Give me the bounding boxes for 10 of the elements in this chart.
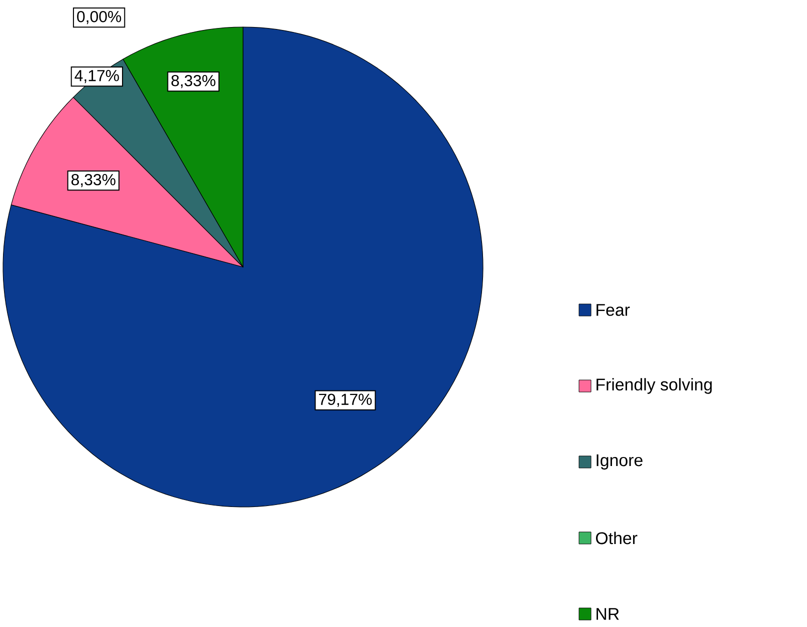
data-label: 79,17% [319,394,372,407]
legend-label: Ignore [596,454,642,470]
data-label: 8,33% [71,174,116,188]
text: 0,00% [77,10,122,24]
legend-label: Fear [596,304,630,316]
legend-label: Friendly solving [596,378,712,394]
legend-label: Other [596,532,638,544]
data-label: 4,17% [74,70,119,84]
legend-label: NR [596,608,619,620]
data-label: 8,33% [171,74,216,88]
